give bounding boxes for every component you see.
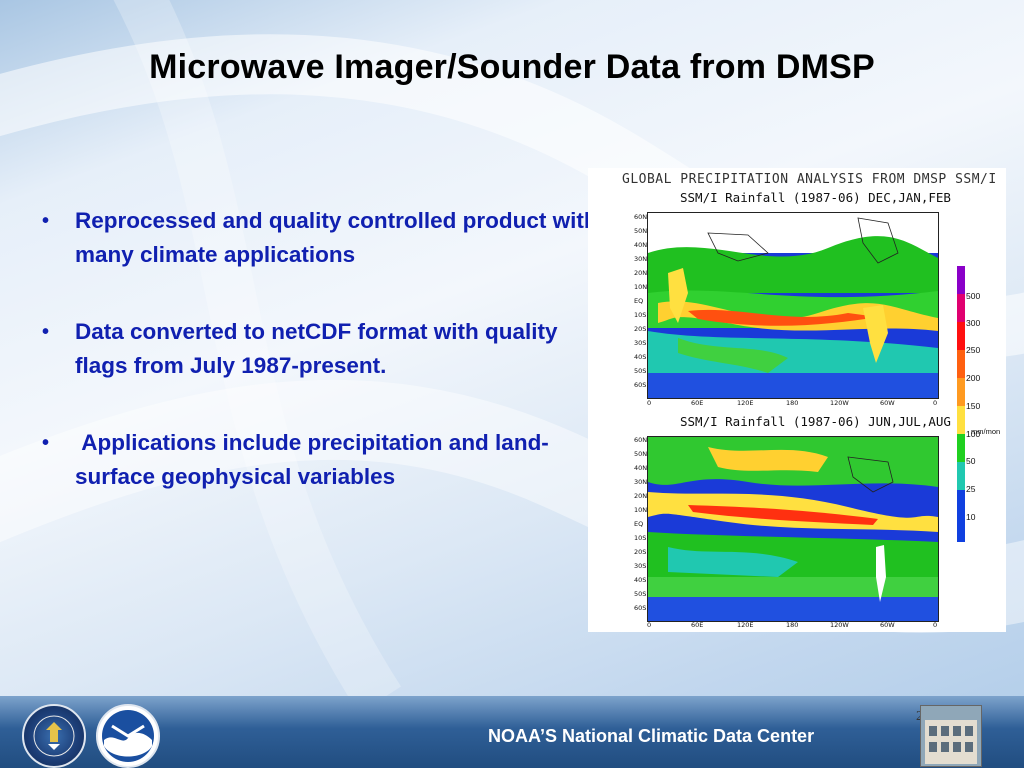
colorbar-swatch [957,350,965,378]
lat-label: 50N [634,450,648,458]
lat-label: 20N [634,492,648,500]
bullet-item: • Data converted to netCDF format with q… [42,315,602,383]
colorbar-label: 25 [966,484,976,494]
lat-label: 60S [634,604,647,612]
lon-label: 60W [880,399,895,407]
footer-bar [0,696,1024,768]
colorbar-label: 100 [966,429,981,439]
lat-label: 60S [634,381,647,389]
figure-title: GLOBAL PRECIPITATION ANALYSIS FROM DMSP … [622,172,997,187]
colorbar-swatch [957,490,965,542]
lat-label: 20S [634,325,647,333]
colorbar-label: 200 [966,373,981,383]
lon-label: 180 [786,621,799,629]
lat-label: 10N [634,283,648,291]
lat-label: 40N [634,241,648,249]
lon-label: 120W [830,621,849,629]
lat-label: 30N [634,255,648,263]
lat-label: 60N [634,436,648,444]
lat-label: 10S [634,534,647,542]
colorbar-swatch [957,462,965,490]
lat-label: 60N [634,213,648,221]
lat-label: 10S [634,311,647,319]
rainfall-map-djf [647,212,939,399]
colorbar-swatch [957,406,965,434]
lat-label: 10N [634,506,648,514]
ncdc-building-photo-icon [920,705,982,767]
lat-label: 40S [634,576,647,584]
lat-label: 50S [634,367,647,375]
lon-label: 0 [933,399,938,407]
lat-label: 50N [634,227,648,235]
bullet-item: • Applications include precipitation and… [42,426,602,494]
lat-label: 20S [634,548,647,556]
map-title-djf: SSM/I Rainfall (1987-06) DEC,JAN,FEB [680,190,951,205]
bullet-marker: • [42,210,50,232]
department-of-commerce-seal-icon [22,704,86,768]
lat-label: 30N [634,478,648,486]
lat-label: 40S [634,353,647,361]
colorbar-swatch [957,322,965,350]
lat-label: 40N [634,464,648,472]
precipitation-figure: GLOBAL PRECIPITATION ANALYSIS FROM DMSP … [588,168,1006,632]
lon-label: 120E [737,399,754,407]
bullet-text: Data converted to netCDF format with qua… [75,319,558,378]
footer-organization: NOAA’S National Climatic Data Center [488,726,815,746]
colorbar-swatch [957,434,965,462]
colorbar-label: 250 [966,345,981,355]
slide-title: Microwave Imager/Sounder Data from DMSP [149,48,875,86]
colorbar-swatch [957,378,965,406]
colorbar-label: 50 [966,456,976,466]
bullet-item: • Reprocessed and quality controlled pro… [42,204,602,272]
colorbar-label: 300 [966,318,981,328]
lon-label: 120W [830,399,849,407]
bullet-marker: • [42,321,50,343]
lat-label: 20N [634,269,648,277]
bullet-list: • Reprocessed and quality controlled pro… [42,204,602,537]
lon-label: 0 [647,621,652,629]
lon-label: 0 [933,621,938,629]
bullet-text: Reprocessed and quality controlled produ… [75,208,598,267]
lon-label: 120E [737,621,754,629]
lat-label: EQ [634,520,644,528]
lat-label: 30S [634,562,647,570]
lat-label: 30S [634,339,647,347]
lon-label: 60E [691,399,704,407]
colorbar-label: 10 [966,512,976,522]
colorbar-swatch [957,266,965,294]
map-title-jja: SSM/I Rainfall (1987-06) JUN,JUL,AUG [680,414,951,429]
lon-label: 60E [691,621,704,629]
colorbar-swatch [957,294,965,322]
lat-label: EQ [634,297,644,305]
bullet-marker: • [42,432,50,454]
lon-label: 0 [647,399,652,407]
rainfall-map-jja [647,436,939,622]
bullet-text: Applications include precipitation and l… [75,430,549,489]
lat-label: 50S [634,590,647,598]
lon-label: 60W [880,621,895,629]
lon-label: 180 [786,399,799,407]
colorbar-label: 500 [966,291,981,301]
colorbar-unit: mm/mon [971,427,1001,436]
noaa-logo-icon [96,704,160,768]
colorbar-label: 150 [966,401,981,411]
